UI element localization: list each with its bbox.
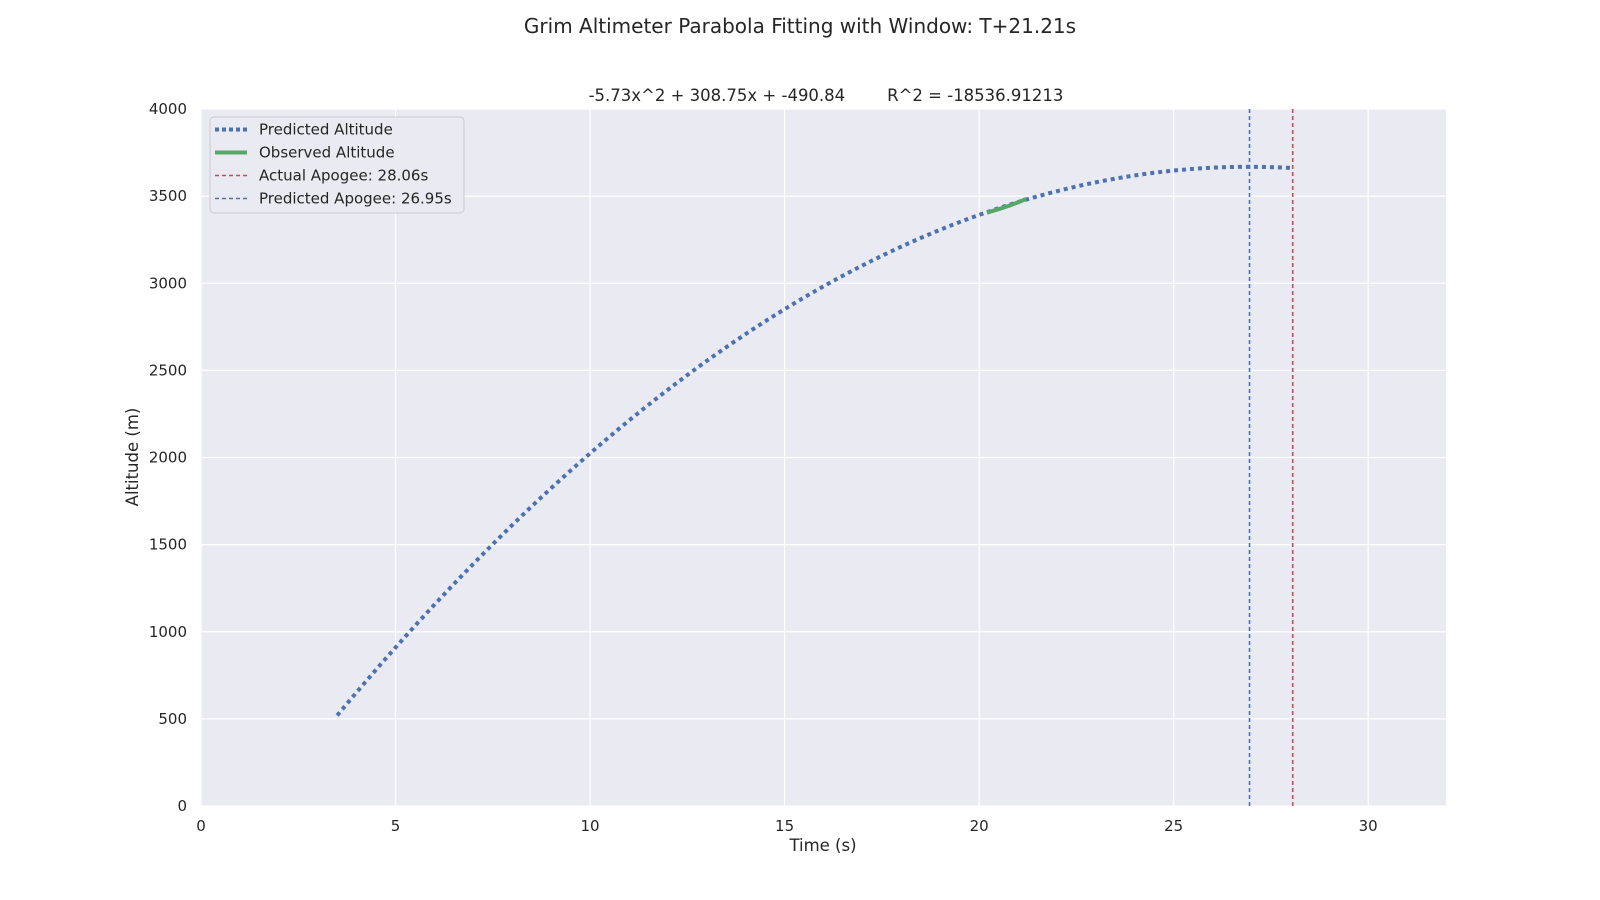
x-tick-label: 10: [581, 817, 600, 835]
y-tick-label: 2500: [149, 361, 187, 379]
legend-label: Predicted Altitude: [259, 121, 393, 139]
grid-lines: [200, 108, 1446, 807]
legend-box: [209, 116, 465, 214]
legend-label: Actual Apogee: 28.06s: [259, 167, 428, 185]
x-tick-label: 20: [970, 817, 989, 835]
legend-label: Predicted Apogee: 26.95s: [259, 190, 452, 208]
y-tick-label: 1000: [149, 623, 187, 641]
y-tick-label: 500: [158, 710, 187, 728]
y-tick-label: 4000: [149, 100, 187, 118]
x-tick-label: 5: [391, 817, 401, 835]
legend-label: Observed Altitude: [259, 144, 395, 162]
chart-title: -5.73x^2 + 308.75x + -490.84 R^2 = -1853…: [589, 86, 1064, 105]
chart-suptitle: Grim Altimeter Parabola Fitting with Win…: [524, 14, 1076, 38]
y-tick-label: 2000: [149, 449, 187, 467]
x-tick-label: 0: [196, 817, 206, 835]
y-tick-label: 1500: [149, 536, 187, 554]
y-axis-ticks: 0 500 1000 1500 2000 2500 3000 3500 4000: [149, 100, 187, 815]
x-axis-ticks: 0 5 10 15 20 25 30: [196, 817, 1378, 835]
predicted-altitude-line: [335, 164, 1293, 717]
legend: Predicted Altitude Observed Altitude Actua…: [209, 116, 465, 214]
x-axis-label: Time (s): [788, 836, 856, 855]
y-tick-label: 3500: [149, 187, 187, 205]
x-tick-label: 25: [1164, 817, 1183, 835]
observed-altitude-line: [986, 197, 1027, 215]
series-lines: [335, 164, 1293, 717]
y-tick-label: 3000: [149, 274, 187, 292]
x-tick-label: 15: [775, 817, 794, 835]
x-tick-label: 30: [1359, 817, 1378, 835]
y-axis-label: Altitude (m): [123, 408, 142, 507]
y-tick-label: 0: [177, 797, 187, 815]
